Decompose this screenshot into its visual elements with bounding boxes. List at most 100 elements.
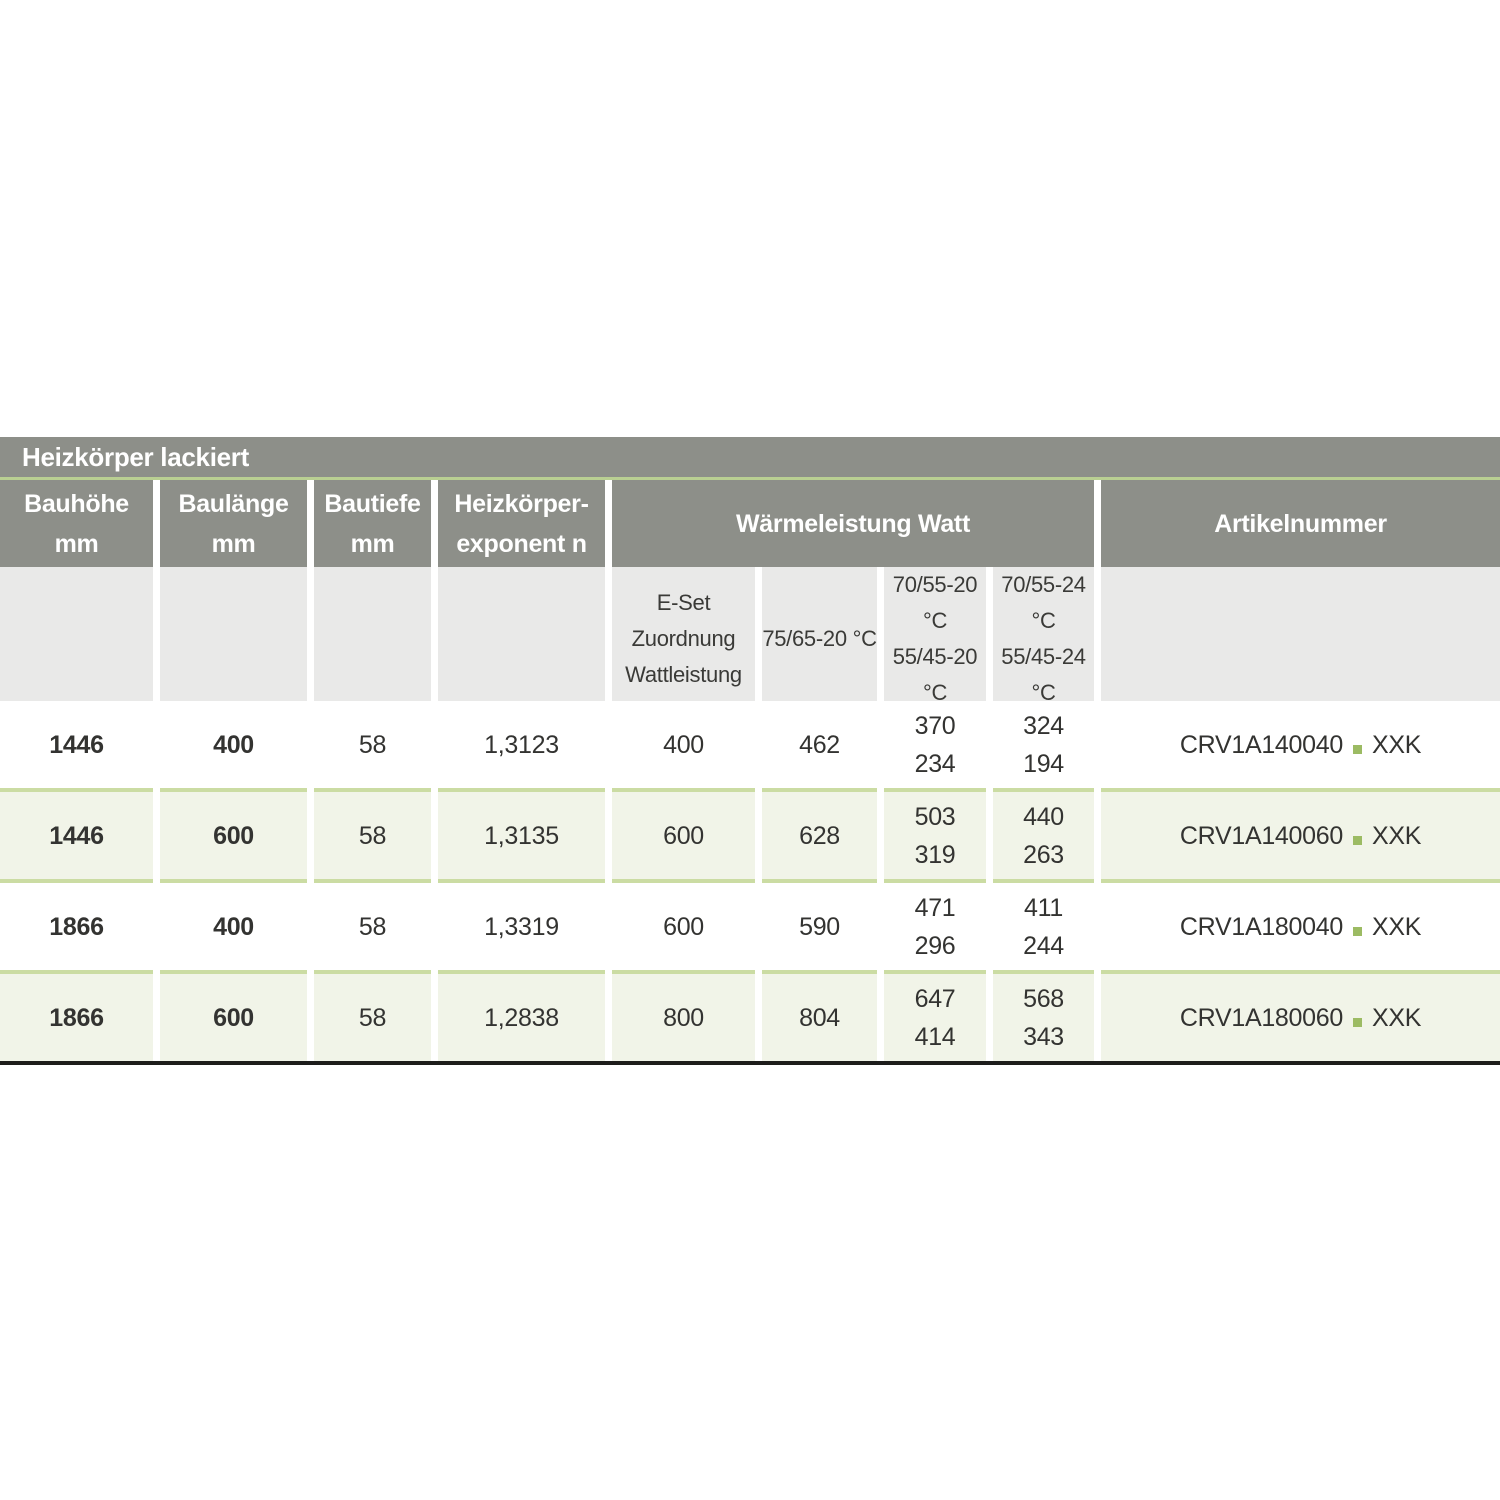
subheader-cell-empty-artikelnummer [1101,567,1500,718]
cell-exponent: 1,2838 [438,974,605,1061]
artikel-separator-dot-icon [1352,745,1362,754]
cell-watt-7565: 804 [762,974,877,1061]
datasheet-table: Heizkörper lackiert Bauhöhe mm Baulänge … [0,437,1500,1065]
artikel-suffix: XXK [1371,821,1422,850]
subheader-line: 75/65-20 °C [762,626,877,651]
watt-value: 647 [914,984,956,1013]
subheader-line: 55/45-24 °C [1001,644,1086,705]
cell-bauhoehe: 1866 [0,974,153,1061]
subheader-line: 70/55-20 °C [892,572,978,633]
subheader-cell-empty-bautiefe [314,567,431,718]
cell-exponent: 1,3123 [438,701,605,792]
cell-baulaenge: 600 [160,974,307,1061]
cell-bauhoehe: 1446 [0,792,153,883]
header-cell-baulaenge: Baulänge mm [160,480,307,567]
cell-bautiefe: 58 [314,883,431,974]
watt-value: 440 [1023,802,1064,831]
table-row: 1866 400 58 1,3319 600 590 471 296 411 2… [0,883,1500,974]
header-cell-bauhoehe: Bauhöhe mm [0,480,153,567]
cell-eset-watt: 400 [612,701,755,792]
cell-exponent: 1,3135 [438,792,605,883]
header-unit: mm [54,529,99,558]
cell-baulaenge: 400 [160,883,307,974]
cell-eset-watt: 600 [612,792,755,883]
watt-value: 194 [1023,749,1064,778]
table-bottom-border [0,1061,1500,1065]
cell-watt-7055-20: 471 296 [884,883,986,974]
cell-bauhoehe: 1446 [0,701,153,792]
header-label: Bautiefe [324,489,421,518]
artikel-separator-dot-icon [1352,1018,1362,1027]
header-label: Artikelnummer [1214,509,1387,538]
cell-watt-7055-24: 568 343 [993,974,1094,1061]
cell-artikelnummer: CRV1A180040 XXK [1101,883,1500,974]
cell-artikelnummer: CRV1A140060 XXK [1101,792,1500,883]
cell-watt-7055-24: 440 263 [993,792,1094,883]
artikel-suffix: XXK [1371,1003,1422,1032]
subheader-cell-empty-bauhoehe [0,567,153,718]
cell-bautiefe: 58 [314,701,431,792]
header-unit: mm [350,529,395,558]
subheader-line: 55/45-20 °C [892,644,978,705]
watt-value: 503 [914,802,956,831]
cell-watt-7055-20: 370 234 [884,701,986,792]
watt-value: 234 [914,749,956,778]
watt-value: 296 [914,931,956,960]
watt-value: 370 [914,711,956,740]
cell-artikelnummer: CRV1A180060 XXK [1101,974,1500,1061]
cell-watt-7055-20: 647 414 [884,974,986,1061]
cell-watt-7565: 462 [762,701,877,792]
subheader-row: E-Set Zuordnung Wattleistung 75/65-20 °C… [0,567,1500,718]
subheader-line: Zuordnung [631,626,736,651]
subheader-cell-7055-20: 70/55-20 °C 55/45-20 °C [884,567,986,718]
cell-bauhoehe: 1866 [0,883,153,974]
cell-eset-watt: 600 [612,883,755,974]
cell-artikelnummer: CRV1A140040 XXK [1101,701,1500,792]
watt-value: 319 [914,840,956,869]
artikel-separator-dot-icon [1352,836,1362,845]
header-unit: exponent n [456,529,587,558]
watt-value: 244 [1023,931,1064,960]
subheader-cell-7055-24: 70/55-24 °C 55/45-24 °C [993,567,1094,718]
header-cell-exponent: Heizkörper- exponent n [438,480,605,567]
cell-eset-watt: 800 [612,974,755,1061]
cell-watt-7055-24: 411 244 [993,883,1094,974]
header-label: Heizkörper- [454,489,589,518]
header-label: Baulänge [178,489,289,518]
cell-exponent: 1,3319 [438,883,605,974]
header-label: Bauhöhe [24,489,129,518]
table-title-bar: Heizkörper lackiert [0,437,1500,477]
subheader-cell-7565: 75/65-20 °C [762,567,877,718]
cell-bautiefe: 58 [314,974,431,1061]
subheader-line: E-Set [656,590,711,615]
watt-value: 263 [1023,840,1064,869]
header-unit: mm [211,529,256,558]
cell-baulaenge: 400 [160,701,307,792]
header-cell-bautiefe: Bautiefe mm [314,480,431,567]
cell-watt-7565: 590 [762,883,877,974]
cell-watt-7565: 628 [762,792,877,883]
artikel-prefix: CRV1A140060 [1179,821,1343,850]
cell-bautiefe: 58 [314,792,431,883]
artikel-suffix: XXK [1371,730,1422,759]
subheader-cell-eset: E-Set Zuordnung Wattleistung [612,567,755,718]
subheader-cell-empty-baulaenge [160,567,307,718]
header-label: Wärmeleistung Watt [736,509,970,538]
watt-value: 411 [1024,893,1063,922]
cell-watt-7055-24: 324 194 [993,701,1094,792]
artikel-prefix: CRV1A180040 [1179,912,1343,941]
header-cell-artikelnummer: Artikelnummer [1101,480,1500,567]
title-divider-line [0,477,1500,480]
subheader-cell-empty-exponent [438,567,605,718]
cell-baulaenge: 600 [160,792,307,883]
table-row: 1866 600 58 1,2838 800 804 647 414 568 3… [0,974,1500,1061]
watt-value: 568 [1023,984,1064,1013]
subheader-line: 70/55-24 °C [1001,572,1086,633]
artikel-prefix: CRV1A180060 [1179,1003,1343,1032]
artikel-prefix: CRV1A140040 [1179,730,1343,759]
cell-watt-7055-20: 503 319 [884,792,986,883]
artikel-separator-dot-icon [1352,927,1362,936]
header-cell-waermeleistung-group: Wärmeleistung Watt [612,480,1094,567]
table-row: 1446 400 58 1,3123 400 462 370 234 324 1… [0,701,1500,792]
